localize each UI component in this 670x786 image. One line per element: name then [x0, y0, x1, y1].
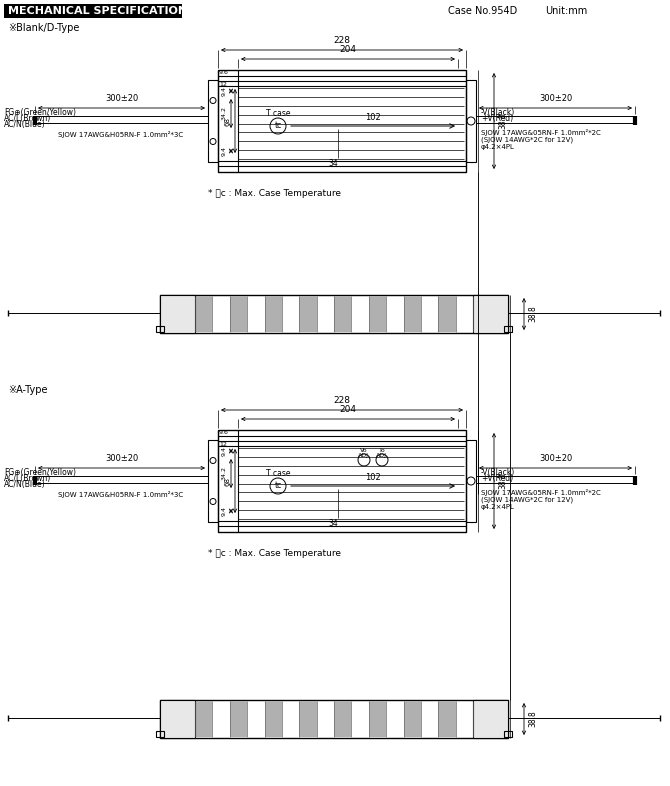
Bar	[218, 70, 466, 172]
Bar	[208, 440, 218, 522]
Text: MECHANICAL SPECIFICATION: MECHANICAL SPECIFICATION	[8, 6, 187, 16]
Bar	[156, 326, 164, 332]
Bar	[299, 701, 317, 737]
Bar	[504, 731, 512, 737]
Bar	[160, 700, 195, 738]
Text: SJOW 17AWG&05RN-F 1.0mm²*2C: SJOW 17AWG&05RN-F 1.0mm²*2C	[481, 490, 601, 497]
Bar	[160, 295, 508, 333]
Text: 300±20: 300±20	[539, 454, 572, 463]
Text: (SJOW 14AWG*2C for 12V): (SJOW 14AWG*2C for 12V)	[481, 497, 573, 503]
Bar	[160, 295, 195, 333]
Text: 12: 12	[219, 82, 227, 86]
Bar	[504, 326, 512, 332]
Text: φ4.2×4PL: φ4.2×4PL	[481, 144, 515, 150]
Text: 9.6: 9.6	[219, 431, 229, 435]
Text: ADJ.: ADJ.	[358, 454, 371, 458]
Bar	[230, 701, 247, 737]
Text: (SJOW 14AWG*2C for 12V): (SJOW 14AWG*2C for 12V)	[481, 137, 573, 143]
Text: * Ⓣc : Max. Case Temperature: * Ⓣc : Max. Case Temperature	[208, 549, 341, 559]
Text: ※A-Type: ※A-Type	[8, 385, 48, 395]
Text: FG⊕(Green/Yellow): FG⊕(Green/Yellow)	[4, 108, 76, 116]
Text: 38.8: 38.8	[498, 112, 507, 130]
Text: 9.6: 9.6	[219, 71, 229, 75]
Bar	[334, 701, 351, 737]
Text: T case: T case	[266, 109, 290, 119]
Text: 38.8: 38.8	[498, 472, 507, 490]
Bar	[195, 296, 212, 332]
Text: SJOW 17AWG&H05RN-F 1.0mm²*3C: SJOW 17AWG&H05RN-F 1.0mm²*3C	[58, 491, 184, 498]
Text: ※Blank/D-Type: ※Blank/D-Type	[8, 23, 79, 33]
Text: 102: 102	[365, 473, 381, 483]
Text: 34.2: 34.2	[222, 106, 227, 120]
Text: SJOW 17AWG&H05RN-F 1.0mm²*3C: SJOW 17AWG&H05RN-F 1.0mm²*3C	[58, 131, 184, 138]
Bar	[473, 700, 508, 738]
Bar	[473, 295, 508, 333]
Bar	[160, 700, 508, 738]
Bar	[299, 296, 317, 332]
Text: Case No.954D: Case No.954D	[448, 6, 517, 16]
Bar	[208, 80, 218, 162]
Text: 300±20: 300±20	[105, 454, 138, 463]
Text: 204: 204	[340, 405, 356, 414]
Text: 38.8: 38.8	[528, 306, 537, 322]
Text: SJOW 17AWG&05RN-F 1.0mm²*2C: SJOW 17AWG&05RN-F 1.0mm²*2C	[481, 130, 601, 137]
Bar	[466, 80, 476, 162]
Text: 34.2: 34.2	[222, 467, 227, 480]
Bar	[438, 296, 456, 332]
Text: AC/L(Brown): AC/L(Brown)	[4, 113, 51, 123]
Text: T case: T case	[266, 469, 290, 479]
Bar	[438, 701, 456, 737]
Text: φ4.2×4PL: φ4.2×4PL	[481, 504, 515, 510]
Text: -V(Black): -V(Black)	[481, 108, 515, 116]
Text: 9.4: 9.4	[222, 146, 227, 156]
Bar	[4, 4, 182, 18]
Bar	[230, 296, 247, 332]
Text: FG⊕(Green/Yellow): FG⊕(Green/Yellow)	[4, 468, 76, 476]
Text: AC/N(Blue): AC/N(Blue)	[4, 479, 46, 489]
Bar	[466, 440, 476, 522]
Text: AC/L(Brown): AC/L(Brown)	[4, 473, 51, 483]
Text: 68: 68	[225, 476, 231, 486]
Bar	[195, 701, 212, 737]
Bar	[218, 430, 466, 532]
Bar	[403, 701, 421, 737]
Text: Vo: Vo	[360, 449, 368, 454]
Bar	[265, 296, 282, 332]
Text: tc: tc	[275, 482, 281, 490]
Bar	[265, 701, 282, 737]
Text: 9.4: 9.4	[222, 446, 227, 456]
Bar	[369, 701, 386, 737]
Text: 102: 102	[365, 113, 381, 123]
Text: 228: 228	[334, 36, 350, 45]
Text: * Ⓣc : Max. Case Temperature: * Ⓣc : Max. Case Temperature	[208, 189, 341, 199]
Text: 228: 228	[334, 396, 350, 405]
Text: +V(Red): +V(Red)	[481, 115, 513, 123]
Text: ADJ.: ADJ.	[375, 454, 389, 458]
Text: 12: 12	[219, 442, 227, 446]
Text: 38.8: 38.8	[528, 711, 537, 727]
Text: Unit:mm: Unit:mm	[545, 6, 587, 16]
Text: -V(Black): -V(Black)	[481, 468, 515, 476]
Text: 300±20: 300±20	[105, 94, 138, 103]
Text: 9.4: 9.4	[222, 506, 227, 516]
Bar	[334, 296, 351, 332]
Bar	[369, 296, 386, 332]
Text: 9.4: 9.4	[222, 86, 227, 96]
Text: 34: 34	[328, 159, 338, 167]
Text: 300±20: 300±20	[539, 94, 572, 103]
Text: AC/N(Blue): AC/N(Blue)	[4, 119, 46, 128]
Bar	[403, 296, 421, 332]
Text: 204: 204	[340, 45, 356, 54]
Text: tc: tc	[275, 122, 281, 130]
Text: 34: 34	[328, 519, 338, 527]
Text: 68: 68	[225, 116, 231, 126]
Text: Io: Io	[379, 449, 385, 454]
Bar	[156, 731, 164, 737]
Text: +V(Red): +V(Red)	[481, 475, 513, 483]
